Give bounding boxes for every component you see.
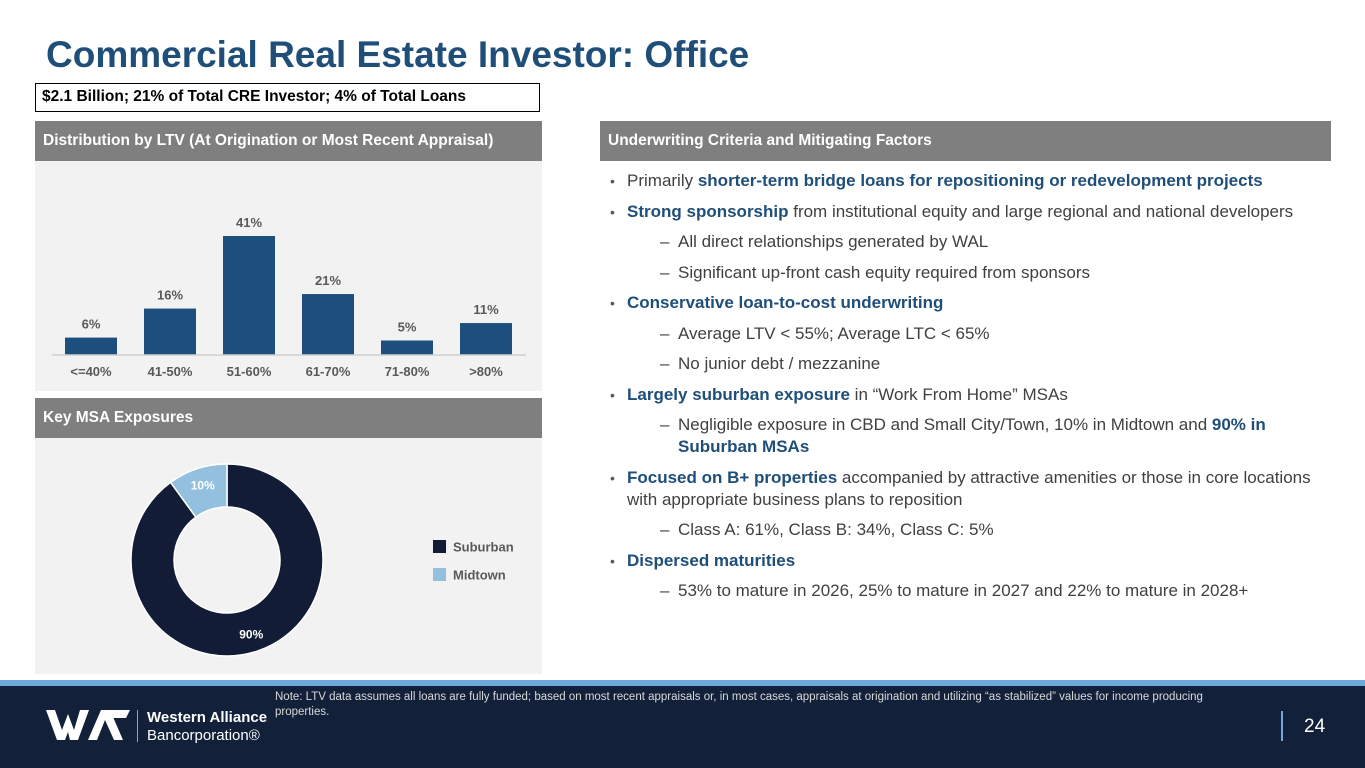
x-tick-label: 61-70% bbox=[306, 364, 351, 379]
x-tick-label: <=40% bbox=[70, 364, 112, 379]
western-alliance-logo-icon bbox=[46, 710, 130, 740]
bar-value-label: 6% bbox=[82, 317, 101, 332]
ltv-panel-heading: Distribution by LTV (At Origination or M… bbox=[35, 121, 542, 161]
company-name-suffix: Bancorporation® bbox=[147, 727, 260, 744]
ltv-panel-background bbox=[35, 161, 542, 391]
page-number-divider bbox=[1281, 711, 1283, 741]
page-title: Commercial Real Estate Investor: Office bbox=[46, 34, 750, 75]
bar->80% bbox=[460, 323, 512, 355]
summary-box: $2.1 Billion; 21% of Total CRE Investor;… bbox=[35, 83, 540, 112]
sub-bullet-item: – Negligible exposure in CBD and Small Ci… bbox=[610, 414, 1330, 458]
sub-bullet-text: Significant up-front cash equity require… bbox=[678, 262, 1090, 282]
sub-bullet-text: 53% to mature in 2026, 25% to mature in … bbox=[678, 581, 1249, 600]
bar-value-label: 16% bbox=[157, 288, 183, 303]
donut-value-label: 90% bbox=[239, 628, 263, 642]
sub-bullet-item: –53% to mature in 2026, 25% to mature in… bbox=[610, 580, 1330, 602]
logo-divider bbox=[137, 710, 138, 742]
bullet-highlight: Dispersed maturities bbox=[627, 550, 796, 570]
x-tick-label: 51-60% bbox=[227, 364, 272, 379]
msa-donut-chart: 90% 10% Suburban Midtown bbox=[130, 463, 514, 657]
bullet-highlight: Largely suburban exposure bbox=[627, 384, 850, 404]
dash-marker: – bbox=[660, 232, 670, 251]
footnote: Note: LTV data assumes all loans are ful… bbox=[275, 691, 1203, 718]
footer-accent-band bbox=[0, 680, 1365, 686]
bar-value-label: 41% bbox=[236, 215, 262, 230]
bar-value-label: 5% bbox=[398, 319, 417, 334]
sub-bullet-item: – Average LTV < 55%; Average LTC < 65% bbox=[610, 323, 1330, 345]
dash-marker: – bbox=[660, 415, 670, 434]
legend-swatch-suburban bbox=[433, 540, 446, 553]
underwriting-bullet-list: Primarily shorter-term bridge loans for … bbox=[610, 170, 1330, 611]
x-tick-label: 71-80% bbox=[385, 364, 430, 379]
sub-bullet-item: – No junior debt / mezzanine bbox=[610, 353, 1330, 375]
bar-51-60% bbox=[223, 236, 275, 355]
dash-marker: – bbox=[660, 262, 670, 282]
bullet-text: in “Work From Home” MSAs bbox=[849, 384, 1068, 404]
bullet-highlight: Strong sponsorship bbox=[627, 201, 789, 221]
sub-bullet-text: All direct relationships generated by WA… bbox=[678, 232, 989, 251]
bullet-item: Focused on B+ properties accompanied by … bbox=[610, 467, 1330, 511]
sub-bullet-text: Negligible exposure in CBD and Small Cit… bbox=[678, 415, 1212, 434]
bullet-item: Strong sponsorship from institutional eq… bbox=[610, 201, 1330, 223]
donut-value-label: 10% bbox=[191, 478, 215, 492]
bar-<=40% bbox=[65, 337, 117, 355]
donut-slice-midtown bbox=[169, 463, 228, 519]
sub-bullet-text: Class A: 61%, Class B: 34%, Class C: 5% bbox=[678, 520, 994, 539]
company-name: Western Alliance bbox=[147, 709, 268, 726]
legend-label: Suburban bbox=[453, 540, 514, 555]
bullet-text: Primarily bbox=[627, 171, 698, 190]
ltv-bar-chart: 6% <=40% 16% 41-50% 41% 51-60% 21% 61-70% 5% 71-8… bbox=[52, 215, 526, 379]
donut-slice-suburban bbox=[130, 463, 324, 657]
x-tick-label: >80% bbox=[469, 364, 503, 379]
bar-71-80% bbox=[381, 340, 433, 355]
bullet-highlight: Conservative loan-to-cost underwriting bbox=[627, 293, 944, 312]
bullet-item: Conservative loan-to-cost underwriting bbox=[610, 292, 1330, 314]
bullet-highlight: Focused on B+ properties bbox=[627, 467, 838, 487]
bullet-text: from institutional equity and large regi… bbox=[788, 201, 1294, 221]
underwriting-panel-heading: Underwriting Criteria and Mitigating Fac… bbox=[600, 121, 1331, 161]
bar-61-70% bbox=[302, 294, 354, 355]
page-number: 24 bbox=[1304, 716, 1326, 737]
dash-marker: – bbox=[660, 520, 670, 539]
bullet-highlight: shorter-term bridge loans for reposition… bbox=[697, 171, 1263, 190]
bar-value-label: 11% bbox=[473, 302, 499, 317]
bullet-item: Primarily shorter-term bridge loans for … bbox=[610, 170, 1330, 192]
bar-value-label: 21% bbox=[315, 273, 341, 288]
legend-swatch-midtown bbox=[433, 568, 446, 581]
sub-bullet-item: – Class A: 61%, Class B: 34%, Class C: 5% bbox=[610, 519, 1330, 541]
bullet-text: accompanied by attractive amenities or t… bbox=[627, 467, 1311, 509]
sub-bullet-text: No junior debt / mezzanine bbox=[678, 354, 881, 373]
legend-label: Midtown bbox=[453, 568, 506, 583]
bullet-item: Dispersed maturities bbox=[610, 550, 1330, 572]
footer bbox=[0, 686, 1365, 768]
bar-41-50% bbox=[144, 308, 196, 355]
sub-bullet-text: Average LTV < 55%; Average LTC < 65% bbox=[678, 323, 990, 343]
dash-marker: – bbox=[660, 323, 670, 343]
sub-bullet-item: – Significant up-front cash equity requir… bbox=[610, 262, 1330, 284]
x-tick-label: 41-50% bbox=[148, 364, 193, 379]
msa-panel-heading: Key MSA Exposures bbox=[35, 398, 542, 438]
dash-marker: – bbox=[660, 354, 670, 373]
sub-bullet-item: – All direct relationships generated by W… bbox=[610, 231, 1330, 253]
bullet-item: Largely suburban exposure in “Work From … bbox=[610, 384, 1330, 406]
sub-bullet-highlight: 90% in Suburban MSAs bbox=[678, 415, 1266, 456]
dash-marker: – bbox=[660, 581, 670, 600]
